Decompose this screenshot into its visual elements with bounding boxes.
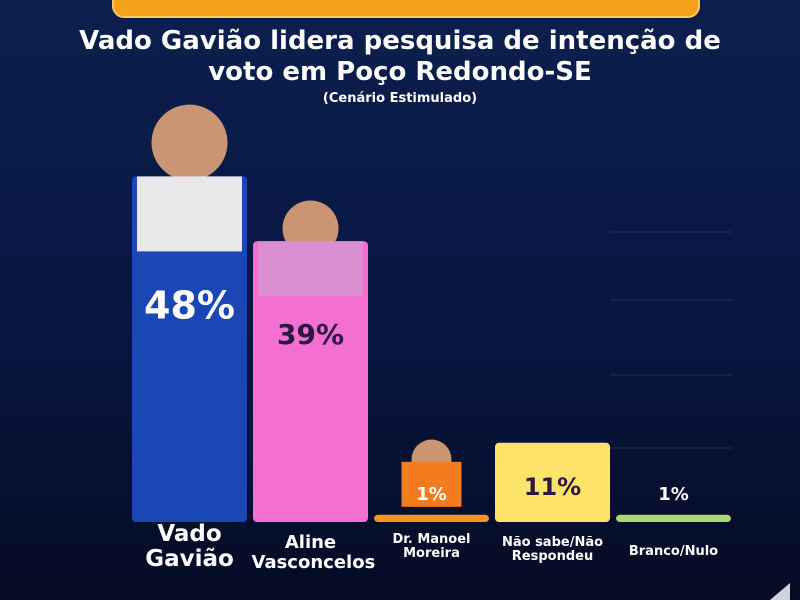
candidate-photo — [401, 439, 462, 507]
bar — [374, 514, 489, 522]
bar — [616, 514, 731, 522]
top-banner — [112, 0, 700, 18]
category-label: Dr. Manoel Moreira — [392, 532, 471, 562]
chart-subtitle: (Cenário Estimulado) — [322, 91, 478, 106]
value-label: 11% — [524, 473, 581, 501]
corner-icon — [770, 583, 790, 600]
candidate-photo — [258, 200, 363, 297]
bar — [253, 241, 368, 522]
value-label: 1% — [658, 484, 689, 505]
decor-lines — [610, 231, 732, 449]
bar — [132, 176, 247, 522]
category-label: Aline Vasconcelos — [251, 532, 376, 573]
category-label: Vado Gavião — [145, 521, 234, 573]
value-label: 1% — [416, 484, 447, 505]
category-label: Branco/Nulo — [628, 544, 719, 559]
value-label: 48% — [144, 284, 235, 328]
candidate-photo — [137, 104, 242, 252]
value-label: 39% — [277, 318, 344, 351]
chart-title: Vado Gavião lidera pesquisa de intenção … — [79, 26, 721, 87]
bar — [495, 442, 610, 522]
category-label: Não sabe/Não Respondeu — [501, 535, 604, 565]
